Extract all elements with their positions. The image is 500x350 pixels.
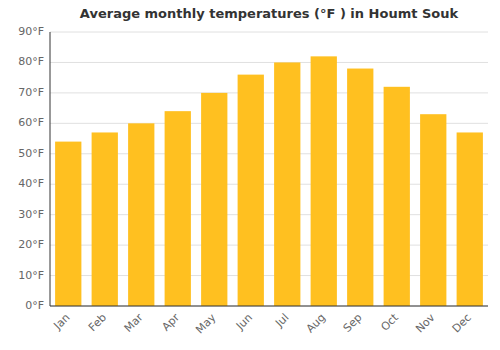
y-tick-label: 30°F (18, 208, 44, 221)
y-grid (50, 32, 488, 306)
y-tick-label: 90°F (18, 25, 44, 38)
x-tick-label: Nov (413, 311, 438, 336)
x-tick-label: Jan (51, 311, 73, 333)
y-tick-label: 40°F (18, 177, 44, 190)
bar (165, 111, 191, 306)
bar (55, 142, 81, 306)
y-tick-labels: 0°F 10°F 20°F 30°F 40°F 50°F 60°F 70°F 80°F 90°F (18, 25, 44, 312)
y-tick-label: 80°F (18, 55, 44, 68)
x-tick-label: Sep (341, 311, 365, 335)
bar (384, 87, 410, 306)
x-tick-label: Feb (86, 311, 109, 334)
bars (55, 56, 483, 306)
bar (274, 62, 300, 306)
y-tick-label: 0°F (25, 299, 44, 312)
y-tick-label: 70°F (18, 86, 44, 99)
x-tick-label: Dec (450, 311, 474, 335)
chart-container: 0°F 10°F 20°F 30°F 40°F 50°F 60°F 70°F 80°F 90°F J… (0, 0, 500, 350)
y-tick-label: 60°F (18, 116, 44, 129)
grid-line (50, 32, 488, 33)
bar (92, 132, 118, 306)
x-tick-label: Mar (122, 311, 146, 335)
grid-line (50, 306, 488, 307)
bar (420, 114, 446, 306)
bar (347, 69, 373, 306)
bar (128, 123, 154, 306)
x-tick-label: Aug (304, 311, 328, 335)
bar (238, 75, 264, 306)
bar (201, 93, 227, 306)
x-tick-label: Jun (233, 311, 255, 333)
x-tick-label: Jul (272, 311, 291, 330)
chart-svg: 0°F 10°F 20°F 30°F 40°F 50°F 60°F 70°F 80°F 90°F J… (0, 0, 500, 350)
bar (311, 56, 337, 306)
y-tick-label: 50°F (18, 147, 44, 160)
x-axis-line (50, 306, 488, 307)
grid-line (50, 92, 488, 93)
y-tick-label: 10°F (18, 269, 44, 282)
x-tick-label: Apr (159, 311, 182, 334)
y-tick-label: 20°F (18, 238, 44, 251)
bar (457, 132, 483, 306)
y-axis-line (50, 32, 51, 306)
x-tick-label: Oct (378, 311, 401, 334)
x-tick-labels: Jan Feb Mar Apr May Jun Jul Aug Sep Oct Nov Dec (51, 311, 474, 337)
grid-line (50, 62, 488, 63)
chart-title: Average monthly temperatures (°F ) in Ho… (80, 6, 459, 21)
x-tick-label: May (193, 311, 219, 337)
